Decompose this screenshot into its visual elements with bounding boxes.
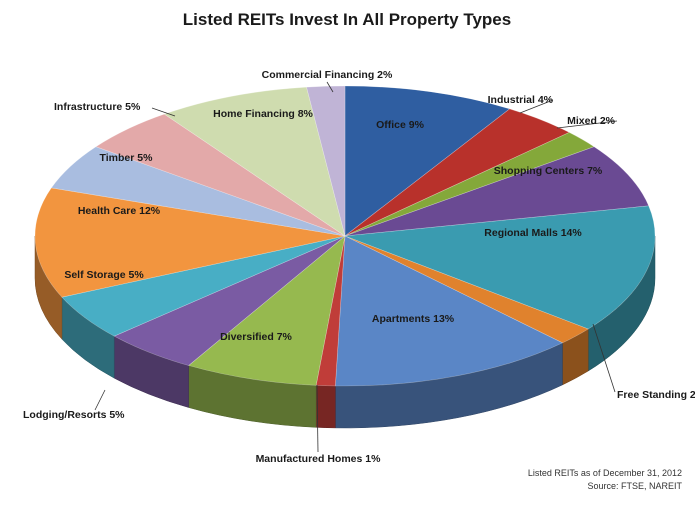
slice-label-self-storage: Self Storage 5% — [64, 269, 144, 281]
pie-slice-lodging-resorts — [113, 235, 346, 366]
slice-label-office: Office 9% — [376, 119, 425, 131]
slice-label-health-care: Health Care 12% — [78, 205, 161, 217]
pie-slice-free-standing — [344, 235, 589, 344]
pie-slice-infrastructure — [95, 113, 346, 237]
leader-line — [556, 120, 618, 129]
pie-slice-diversified — [187, 235, 346, 386]
pie-slice-apartments — [335, 235, 564, 387]
slice-label-lodging-resorts: Lodging/Resorts 5% — [23, 409, 125, 421]
slice-label-manufactured-homes: Manufactured Homes 1% — [256, 453, 382, 465]
slice-label-infrastructure: Infrastructure 5% — [54, 101, 141, 113]
pie-slice-mixed — [344, 132, 595, 237]
pie-slice-manufactured-homes — [315, 235, 346, 387]
pie-slice-office — [344, 85, 511, 237]
leader-line — [519, 99, 554, 114]
slice-label-regional-malls: Regional Malls 14% — [484, 227, 582, 239]
source-note-line-1: Listed REITs as of December 31, 2012 — [528, 468, 682, 478]
pie-slice-industrial — [344, 108, 570, 237]
leader-line — [326, 81, 334, 93]
slice-label-diversified: Diversified 7% — [220, 331, 292, 343]
slice-label-shopping-centers: Shopping Centers 7% — [494, 165, 603, 177]
slice-label-timber: Timber 5% — [100, 152, 154, 164]
slice-label-industrial: Industrial 4% — [488, 94, 554, 106]
pie-slice-self-storage — [61, 235, 346, 337]
pie-slice-health-care — [34, 187, 346, 298]
leader-line — [592, 323, 616, 393]
pie-side-manufactured-homes — [315, 385, 336, 429]
leader-line — [151, 107, 176, 117]
slice-label-apartments: Apartments 13% — [372, 313, 455, 325]
chart-title: Listed REITs Invest In All Property Type… — [183, 10, 511, 29]
pie-slice-timber — [50, 146, 346, 237]
pie-slice-regional-malls — [344, 205, 656, 330]
leader-line — [94, 389, 106, 411]
slice-label-mixed: Mixed 2% — [567, 115, 616, 127]
source-note-line-2: Source: FTSE, NAREIT — [587, 481, 682, 491]
leader-line — [316, 384, 319, 453]
slice-label-free-standing: Free Standing 2% — [617, 389, 695, 401]
slice-label-commercial-financing: Commercial Financing 2% — [262, 69, 393, 81]
pie-slice-shopping-centers — [344, 146, 650, 237]
pie-slice-home-financing — [163, 86, 346, 237]
pie-slice-commercial-financing — [306, 85, 346, 237]
slice-label-home-financing: Home Financing 8% — [213, 108, 313, 120]
